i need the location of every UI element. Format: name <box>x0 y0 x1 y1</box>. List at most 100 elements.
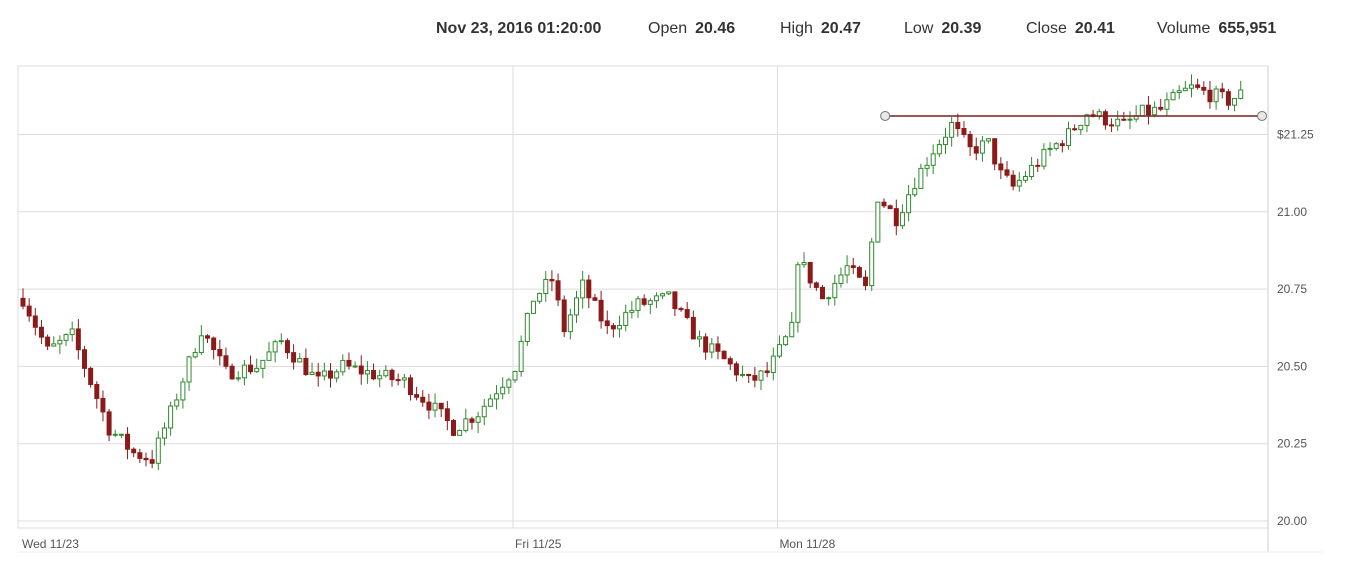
candle <box>291 344 297 370</box>
candle <box>998 157 1004 180</box>
candle-body-up <box>795 264 801 323</box>
candle-body-up <box>180 381 186 401</box>
candle-body-up <box>979 140 985 154</box>
candle-body-down <box>1219 88 1225 93</box>
candle-body-up <box>1238 89 1244 99</box>
candle <box>1164 92 1170 116</box>
candle <box>979 135 985 162</box>
candle <box>75 319 81 360</box>
candle <box>346 352 352 370</box>
candle <box>918 163 924 189</box>
candle <box>813 281 819 291</box>
candle-body-up <box>1189 84 1194 89</box>
trend-line-handle-end[interactable] <box>1257 110 1267 121</box>
candle-body-down <box>856 267 862 278</box>
candle-body-down <box>850 265 856 269</box>
candle <box>1232 97 1238 112</box>
candle-body-up <box>457 429 463 436</box>
header-low: Low 20.39 <box>904 20 981 38</box>
candle-body-down <box>1010 174 1016 187</box>
candle-body-up <box>481 405 487 418</box>
candle <box>697 330 702 348</box>
candle-body-up <box>783 336 789 346</box>
candle <box>561 295 567 338</box>
candle-body-down <box>721 350 727 360</box>
candle <box>623 304 629 332</box>
candle <box>555 273 561 307</box>
candle-body-up <box>918 167 924 189</box>
candle-body-up <box>776 344 782 357</box>
candle <box>174 393 180 410</box>
candle <box>1109 118 1115 133</box>
candle-body-up <box>69 328 75 336</box>
candle-body-up <box>198 335 204 354</box>
candle <box>254 358 260 373</box>
candle <box>820 284 825 300</box>
candle-body-down <box>715 343 721 352</box>
candle-body-down <box>223 355 229 367</box>
candle-body-up <box>377 375 383 380</box>
candle-body-up <box>906 194 912 214</box>
candle <box>407 374 413 401</box>
candle-body-up <box>832 282 838 299</box>
candle-body-down <box>746 373 752 377</box>
candle <box>973 137 979 161</box>
candle-body-down <box>807 262 813 284</box>
candle-body-down <box>733 363 739 376</box>
candle <box>1127 111 1133 130</box>
candle-body-down <box>549 278 555 282</box>
candle-body-down <box>641 298 647 305</box>
candle <box>1213 85 1219 110</box>
candle <box>211 336 217 360</box>
candle-body-down <box>75 328 81 351</box>
candle-body-up <box>260 359 266 369</box>
candle <box>715 336 721 360</box>
candle <box>986 138 992 144</box>
volume-label: Volume <box>1157 20 1211 37</box>
candle <box>930 144 936 175</box>
candle-body-down <box>20 297 26 307</box>
candle-body-up <box>297 357 303 363</box>
candle-body-up <box>949 121 955 138</box>
candle <box>856 265 862 278</box>
candle <box>1066 121 1071 150</box>
candle <box>1133 105 1139 123</box>
candle-body-down <box>727 358 733 365</box>
candle <box>906 184 912 222</box>
candle-body-up <box>623 311 629 327</box>
annotation-layer[interactable] <box>880 110 1267 121</box>
candle-body-down <box>438 402 444 410</box>
candle-body-down <box>555 280 561 301</box>
candle <box>198 325 204 355</box>
candle-body-up <box>1232 97 1238 106</box>
candle <box>992 138 998 171</box>
candle-body-up <box>432 402 438 411</box>
candle <box>1145 95 1151 125</box>
y-tick-label: 21.00 <box>1277 205 1307 219</box>
candle <box>303 348 309 376</box>
candle-body-up <box>1022 175 1028 181</box>
candle <box>131 447 137 458</box>
trend-line-handle-start[interactable] <box>880 110 891 121</box>
candle-body-down <box>703 336 709 353</box>
candle <box>660 292 666 300</box>
candle <box>426 393 432 419</box>
candle-body-down <box>1195 84 1201 88</box>
candle <box>223 347 229 370</box>
candle <box>641 294 647 307</box>
candle <box>229 363 235 380</box>
candle-body-down <box>598 299 604 322</box>
candle <box>315 362 321 387</box>
candle-body-down <box>1102 111 1108 126</box>
candle <box>635 295 641 318</box>
candle <box>321 362 327 381</box>
candle <box>1041 143 1047 170</box>
candle-body-down <box>469 418 475 423</box>
candle-body-up <box>1164 99 1170 110</box>
candle <box>690 310 696 340</box>
candle-body-up <box>334 371 340 379</box>
candle <box>580 270 586 309</box>
axis-layer: 20.00 20.25 20.50 20.75 21.00 $21.25 Wed 11/23… <box>22 128 1314 552</box>
candle-body-down <box>1072 128 1078 131</box>
